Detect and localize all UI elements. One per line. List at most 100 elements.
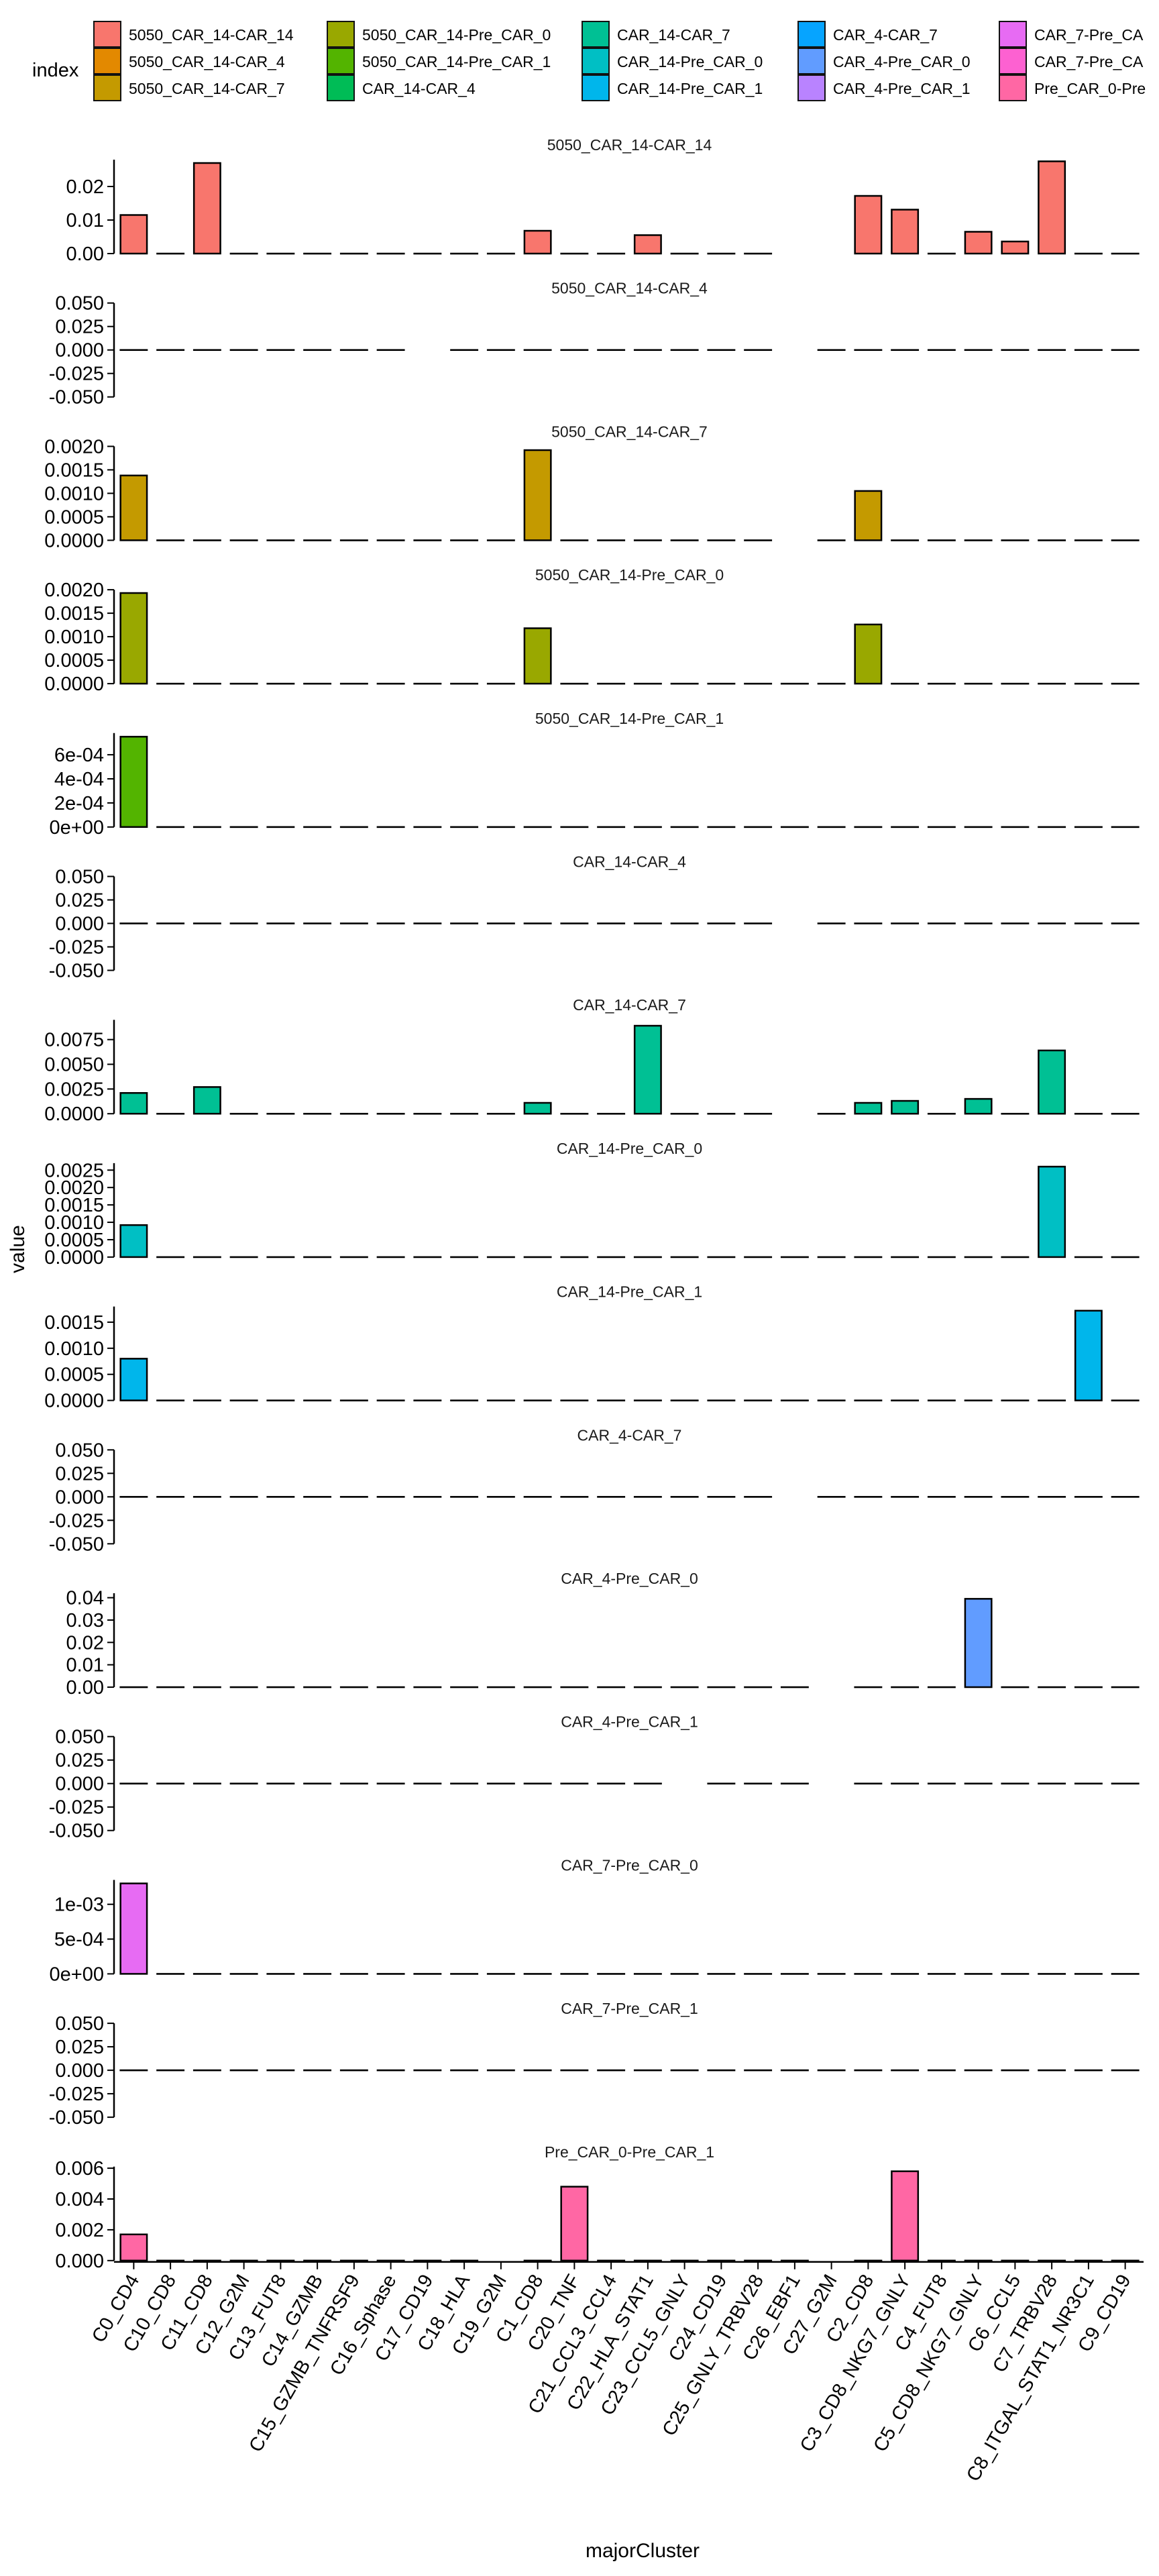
y-tick-label: -0.050 [49, 961, 104, 982]
legend-entry: CAR_14-Pre_CAR_0 [582, 48, 763, 74]
legend-label: CAR_7-Pre_CA [1034, 53, 1144, 70]
panel-title: CAR_14-Pre_CAR_0 [557, 1140, 702, 1157]
y-tick-label: 0.002 [55, 2220, 104, 2241]
legend-label: CAR_4-CAR_7 [833, 26, 938, 44]
y-tick-label: 0.0020 [44, 436, 104, 458]
bar [891, 1099, 920, 1115]
y-tick-label: 0.0015 [44, 603, 104, 625]
y-tick-label: 0.000 [55, 2251, 104, 2272]
bar [1038, 1165, 1066, 1258]
legend-entry: CAR_4-Pre_CAR_1 [797, 74, 971, 101]
y-tick-label: 0.0000 [44, 674, 104, 695]
y-tick-label: 0.0005 [44, 1364, 104, 1386]
panel-title: 5050_CAR_14-CAR_7 [551, 423, 708, 440]
y-tick-label: 0.01 [66, 1655, 104, 1676]
facet-panel: CAR_7-Pre_CAR_1 -0.050-0.0250.0000.0250.0… [49, 2000, 1140, 2129]
y-axis-title: value [7, 1225, 29, 1273]
legend-swatch [327, 74, 355, 101]
y-tick-label: 0.0025 [44, 1160, 104, 1181]
y-tick-label: 0.000 [55, 1487, 104, 1508]
y-tick-label: 0.0015 [44, 1312, 104, 1334]
y-tick-label: 0.000 [55, 1774, 104, 1795]
y-tick-label: 0.0010 [44, 1338, 104, 1360]
panel-title: Pre_CAR_0-Pre_CAR_1 [545, 2143, 714, 2161]
legend-entry: CAR_7-Pre_CA [999, 48, 1144, 74]
bar [633, 234, 662, 255]
legend-swatch [582, 48, 610, 74]
panel-title: CAR_4-CAR_7 [577, 1426, 682, 1444]
x-axis-title: majorCluster [586, 2540, 700, 2562]
panel-title: 5050_CAR_14-Pre_CAR_1 [535, 710, 724, 727]
y-tick-label: 0.000 [55, 2060, 104, 2082]
panel-title: CAR_4-Pre_CAR_0 [561, 1570, 698, 1587]
bar [119, 735, 148, 828]
bar [523, 1102, 552, 1115]
y-tick-label: 0.03 [66, 1610, 104, 1631]
y-tick-label: -0.025 [49, 937, 104, 959]
bar [964, 1097, 993, 1115]
legend-label: CAR_14-Pre_CAR_0 [617, 53, 763, 70]
panel-title: 5050_CAR_14-CAR_14 [547, 136, 712, 154]
facet-panel: Pre_CAR_0-Pre_CAR_1 0.000 0.002 0.004 0.006 [55, 2143, 1144, 2272]
y-tick-label: 0.025 [55, 890, 104, 912]
legend-swatch [327, 48, 355, 74]
legend-entry: CAR_14-Pre_CAR_1 [582, 74, 763, 101]
y-tick-label: 0e+00 [50, 817, 104, 839]
bar [854, 1102, 883, 1115]
y-tick-label: 0.050 [55, 293, 104, 315]
y-tick-label: 0.0005 [44, 506, 104, 528]
panel-title: 5050_CAR_14-CAR_4 [551, 280, 708, 297]
legend-label: 5050_CAR_14-CAR_14 [129, 26, 294, 44]
y-tick-label: 0.0015 [44, 460, 104, 481]
bar [119, 1224, 148, 1258]
legend-swatch [93, 74, 121, 101]
y-tick-label: 0.006 [55, 2158, 104, 2180]
y-tick-label: 0.04 [66, 1588, 104, 1609]
facet-panel: 5050_CAR_14-CAR_14 0.00 0.01 0.02 [66, 136, 1140, 265]
legend-label: CAR_14-CAR_7 [617, 26, 730, 44]
panel-title: CAR_14-CAR_7 [573, 996, 686, 1014]
bar [119, 474, 148, 541]
y-tick-label: 0.025 [55, 1463, 104, 1485]
y-tick-label: 0.0005 [44, 650, 104, 672]
legend-entry: CAR_4-Pre_CAR_0 [797, 48, 971, 74]
bar [633, 1024, 662, 1115]
bar [119, 214, 148, 255]
facet-panel: 5050_CAR_14-Pre_CAR_00.00000.00050.00100… [44, 566, 1140, 695]
panel-title: CAR_14-Pre_CAR_1 [557, 1283, 702, 1301]
legend-swatch [93, 48, 121, 74]
bar [119, 1358, 148, 1401]
facet-panel: CAR_4-Pre_CAR_1 -0.050-0.0250.0000.0250.0… [49, 1713, 1140, 1842]
bar [192, 1086, 221, 1115]
y-tick-label: 0.025 [55, 317, 104, 338]
bar [964, 1598, 993, 1688]
bar [119, 1092, 148, 1115]
y-tick-label: -0.050 [49, 2107, 104, 2129]
y-tick-label: 0.050 [55, 867, 104, 888]
y-tick-label: 0.004 [55, 2189, 104, 2210]
legend-swatch [797, 48, 826, 74]
bar [1038, 160, 1066, 255]
y-tick-label: 0.0010 [44, 627, 104, 648]
y-tick-label: 0.02 [66, 1632, 104, 1654]
legend-label: CAR_4-Pre_CAR_0 [833, 53, 971, 70]
legend-label: CAR_14-Pre_CAR_1 [617, 80, 763, 97]
y-tick-label: -0.025 [49, 1797, 104, 1819]
facet-panel: 5050_CAR_14-CAR_7 0.00000.00050.00100.001… [44, 423, 1140, 551]
y-tick-label: 0.050 [55, 1440, 104, 1461]
legend-swatch [797, 74, 826, 101]
panel-title: CAR_4-Pre_CAR_1 [561, 1713, 698, 1731]
y-tick-label: 0.0010 [44, 1212, 104, 1234]
y-tick-label: -0.025 [49, 1510, 104, 1532]
legend-swatch [797, 21, 826, 48]
y-tick-label: 0.0005 [44, 1230, 104, 1251]
y-tick-label: 0.050 [55, 2013, 104, 2035]
y-tick-label: -0.050 [49, 387, 104, 409]
bar [560, 2186, 589, 2262]
facet-panel: 5050_CAR_14-Pre_CAR_1 0e+00 2e-04 4e-04 6e-0… [50, 710, 1140, 839]
y-tick-label: -0.025 [49, 2084, 104, 2105]
legend-swatch [582, 21, 610, 48]
